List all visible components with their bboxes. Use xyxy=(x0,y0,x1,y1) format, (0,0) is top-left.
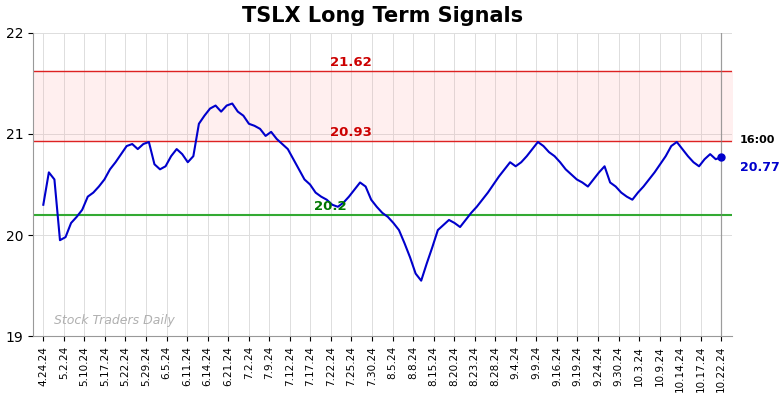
Text: 20.2: 20.2 xyxy=(314,200,347,213)
Title: TSLX Long Term Signals: TSLX Long Term Signals xyxy=(241,6,523,25)
Text: 21.62: 21.62 xyxy=(330,56,372,69)
Text: 20.93: 20.93 xyxy=(330,126,372,139)
Text: 20.77: 20.77 xyxy=(740,161,779,174)
Text: Stock Traders Daily: Stock Traders Daily xyxy=(53,314,174,327)
Text: 16:00: 16:00 xyxy=(740,135,775,145)
